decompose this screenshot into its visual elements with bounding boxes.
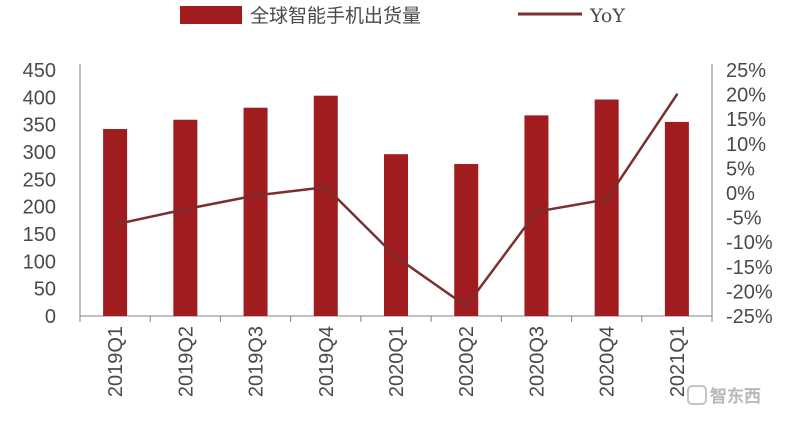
yoy-point — [605, 198, 608, 201]
bar — [664, 121, 689, 316]
left-tick-label: 400 — [23, 87, 56, 109]
right-tick-label: -25% — [726, 306, 773, 328]
yoy-point — [113, 223, 117, 226]
left-tick-label: 250 — [23, 169, 56, 191]
bar — [524, 115, 549, 316]
yoy-point — [535, 210, 538, 213]
yoy-point — [675, 93, 679, 96]
yoy-point — [394, 255, 398, 259]
left-tick-label: 200 — [23, 197, 56, 219]
watermark-text: 智东西 — [710, 386, 761, 407]
legend-bar-swatch — [180, 6, 242, 24]
yoy-point — [324, 185, 327, 189]
right-tick-label: 10% — [726, 134, 766, 156]
right-tick-label: -15% — [726, 257, 773, 279]
x-tick-label: 2020Q2 — [456, 326, 478, 397]
legend: 全球智能手机出货量 YoY — [180, 5, 625, 27]
left-tick-label: 150 — [23, 224, 56, 246]
bar — [594, 99, 619, 317]
legend-line-label: YoY — [589, 5, 625, 27]
right-tick-label: 25% — [726, 60, 766, 82]
right-tick-label: 15% — [726, 109, 766, 131]
bar — [313, 95, 338, 317]
x-tick-label: 2019Q2 — [175, 326, 197, 397]
bar — [384, 154, 408, 316]
bar-series — [103, 95, 689, 317]
x-tick-label: 2019Q1 — [105, 326, 127, 397]
left-tick-label: 50 — [34, 279, 56, 301]
left-tick-label: 300 — [23, 142, 56, 164]
bar — [243, 107, 268, 316]
legend-bar-label: 全球智能手机出货量 — [250, 5, 421, 27]
right-tick-label: -20% — [726, 281, 773, 303]
bar — [173, 119, 198, 316]
yoy-point — [184, 208, 187, 211]
x-tick-label: 2019Q3 — [246, 326, 268, 397]
watermark-logo-mark — [687, 385, 707, 405]
right-tick-label: 0% — [726, 183, 755, 205]
right-tick-label: 5% — [726, 158, 755, 180]
x-tick-label: 2020Q3 — [526, 326, 548, 397]
left-tick-label: 350 — [23, 115, 56, 137]
left-tick-label: 0 — [45, 306, 56, 328]
x-tick-label: 2019Q4 — [316, 326, 338, 397]
yoy-point — [465, 304, 468, 308]
bar — [454, 164, 479, 316]
yoy-point — [254, 194, 257, 197]
x-tick-label: 2020Q4 — [597, 326, 619, 397]
right-tick-label: -5% — [726, 208, 762, 230]
left-tick-label: 100 — [23, 251, 56, 273]
line-series — [113, 93, 679, 308]
x-tick-label: 2020Q1 — [386, 326, 408, 397]
right-axis-ticks: -25% -20%-15% -10%-5% 0% 5%10% 15%20% 25% — [726, 60, 773, 328]
right-tick-label: 20% — [726, 85, 766, 107]
left-axis-ticks: 0 50 100 150 200 250 300 350 400 450 — [23, 60, 56, 328]
watermark: 智东西 — [687, 385, 761, 407]
x-tick-label: 2021Q1 — [667, 326, 689, 397]
left-tick-label: 450 — [23, 60, 56, 82]
right-tick-label: -10% — [726, 232, 773, 254]
x-axis-ticks: 2019Q1 2019Q2 2019Q3 2019Q4 2020Q1 2020Q2 2020… — [105, 326, 689, 397]
